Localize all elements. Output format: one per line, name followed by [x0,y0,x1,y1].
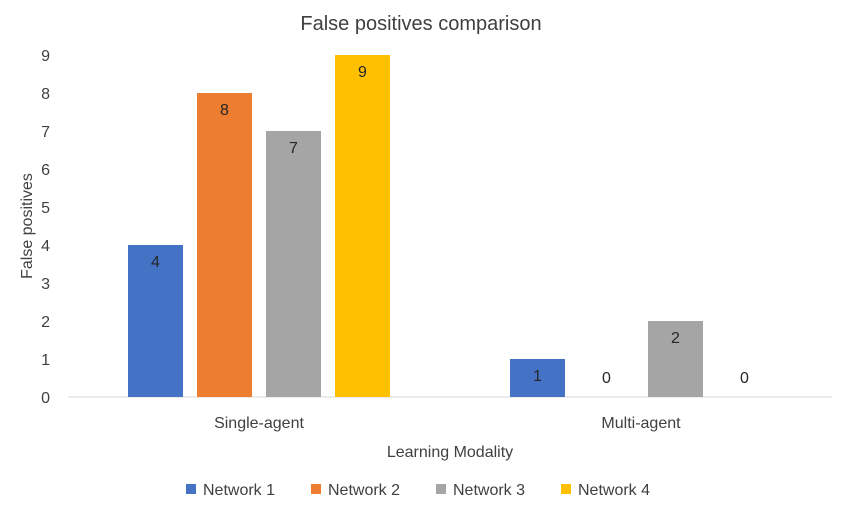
data-label: 4 [151,254,160,271]
bar-single-agent-network-1 [128,245,183,397]
legend-swatch-network-1 [186,484,196,494]
bar-single-agent-network-3 [266,131,321,397]
legend-swatch-network-4 [561,484,571,494]
y-tick-label: 5 [41,200,50,217]
chart-title: False positives comparison [300,13,541,35]
data-label: 0 [602,370,611,387]
y-tick-label: 8 [41,86,50,103]
bar-multi-agent-network-1 [510,359,565,397]
bars [128,55,703,397]
legend: Network 1 Network 2 Network 3 Network 4 [186,482,650,499]
legend-swatch-network-3 [436,484,446,494]
y-axis-ticks: 0 1 2 3 4 5 6 7 8 9 [41,48,50,407]
bar-single-agent-network-2 [197,93,252,397]
data-labels: 4 8 7 9 1 0 2 0 [151,64,749,387]
y-tick-label: 3 [41,276,50,293]
data-label: 0 [740,370,749,387]
y-tick-label: 7 [41,124,50,141]
data-label: 2 [671,330,680,347]
legend-swatch-network-2 [311,484,321,494]
y-tick-label: 6 [41,162,50,179]
x-tick-label: Multi-agent [601,415,681,432]
y-tick-label: 1 [41,352,50,369]
data-label: 1 [533,368,542,385]
legend-label-network-2: Network 2 [328,482,400,499]
legend-label-network-4: Network 4 [578,482,650,499]
data-label: 9 [358,64,367,81]
data-label: 8 [220,102,229,119]
y-axis-label: False positives [19,173,36,279]
y-tick-label: 4 [41,238,50,255]
legend-label-network-1: Network 1 [203,482,275,499]
bar-multi-agent-network-3 [648,321,703,397]
x-axis-ticks: Single-agent Multi-agent [214,415,681,432]
x-axis-label: Learning Modality [387,444,513,461]
y-tick-label: 9 [41,48,50,65]
data-label: 7 [289,140,298,157]
y-tick-label: 2 [41,314,50,331]
bar-single-agent-network-4 [335,55,390,397]
legend-label-network-3: Network 3 [453,482,525,499]
y-tick-label: 0 [41,390,50,407]
x-tick-label: Single-agent [214,415,304,432]
